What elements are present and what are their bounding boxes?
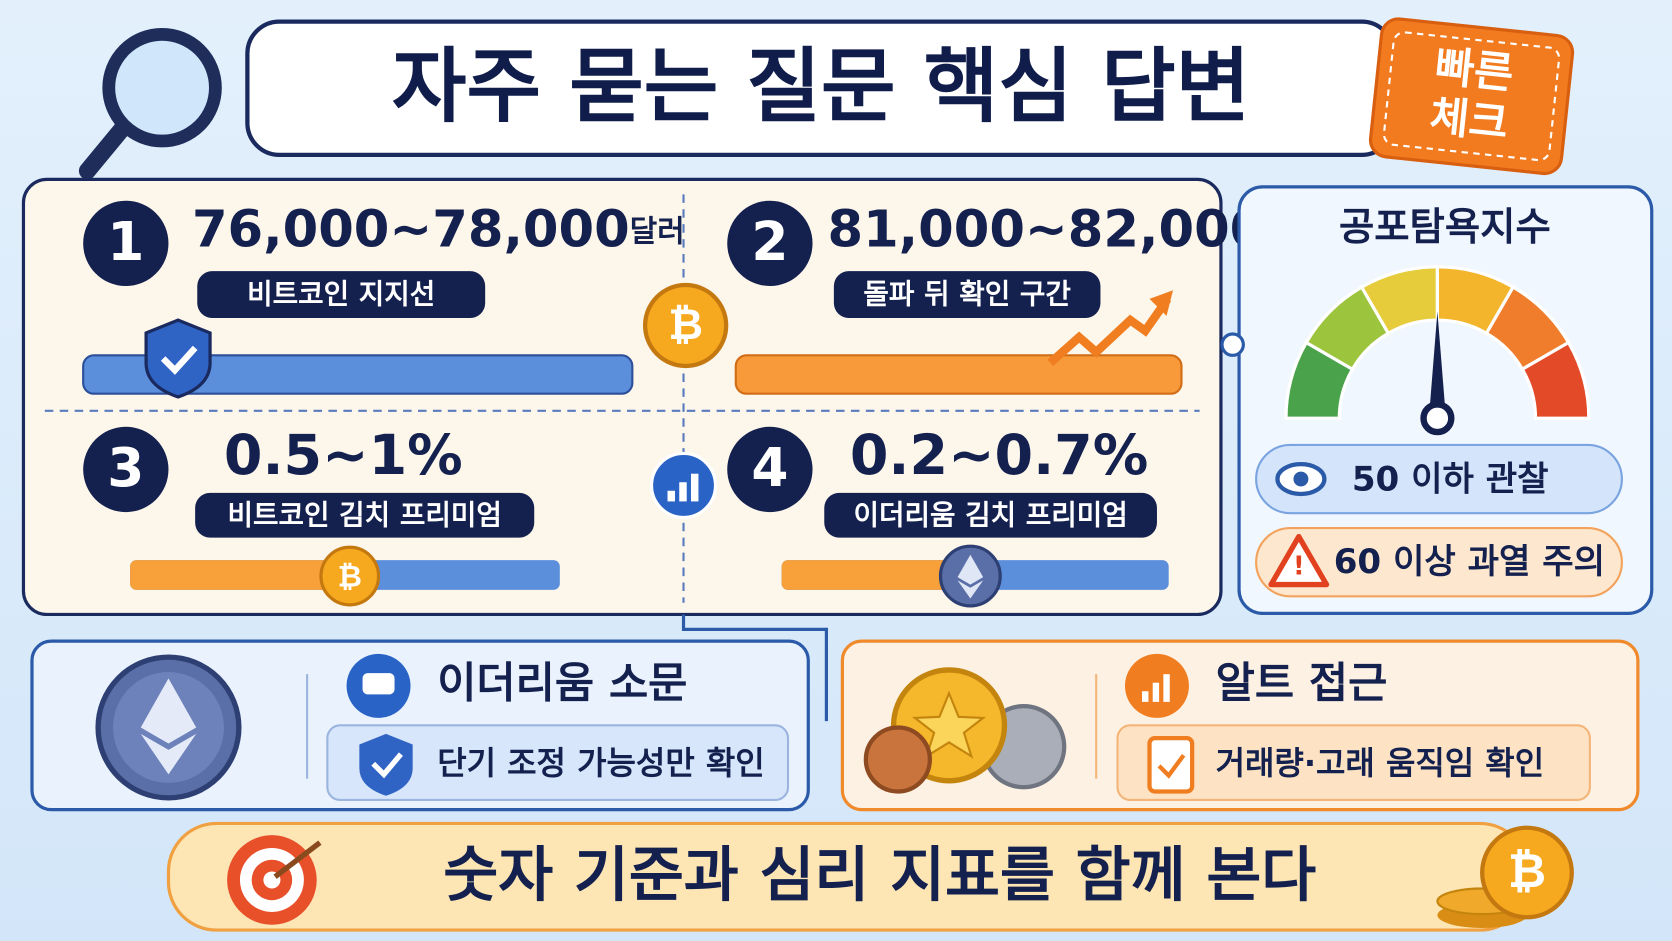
note-pill [1255, 527, 1623, 598]
clipboard-icon [1147, 736, 1195, 794]
chart-icon-bar [1152, 682, 1160, 702]
note-pill [1255, 443, 1623, 515]
eye-pupil [1293, 471, 1309, 487]
svg-text:₿: ₿ [1508, 844, 1546, 899]
unit: 달러 [630, 214, 685, 249]
number: 1 [107, 211, 144, 273]
note: 거래량·고래 움직임 확인 [1216, 744, 1545, 782]
magnifier [78, 27, 222, 180]
number-badge [727, 200, 813, 287]
coin-stack [863, 667, 1067, 794]
note-box [326, 724, 790, 802]
note: 단기 조정 가능성만 확인 [437, 744, 765, 782]
value: 76,000~78,000달러 [192, 200, 685, 260]
value: 0.5~1% [224, 424, 463, 488]
check-icon [1157, 753, 1186, 779]
note: 60 이상 과열 주의 [1334, 542, 1605, 582]
shield-icon [144, 318, 212, 399]
svg-text:₿: ₿ [668, 300, 703, 350]
bitcoin-coin: ₿ [642, 282, 729, 369]
bitcoin-coin: ₿ [319, 545, 381, 607]
chart-icon-bar [1163, 674, 1170, 702]
note: 50 이하 관찰 [1352, 460, 1549, 500]
number: 4 [751, 437, 788, 499]
number-badge [727, 426, 813, 513]
number: 3 [107, 437, 144, 499]
chart-icon-bar [1142, 691, 1149, 702]
value-text: 81,000~82,000 [827, 200, 1265, 260]
badge-line: 체크 [1427, 91, 1510, 149]
gauge-needle [1428, 311, 1446, 419]
label: 비트코인 지지선 [247, 278, 435, 311]
check-icon [371, 752, 403, 779]
panel-title: 이더리움 소문 [437, 658, 687, 708]
number-badge [83, 426, 169, 513]
level-bar [82, 354, 634, 395]
label-pill [197, 271, 486, 319]
connector-line [681, 614, 829, 722]
level-bar [734, 354, 1183, 395]
gauge-hub [1420, 401, 1455, 436]
label-pill [833, 271, 1101, 319]
value: 0.2~0.7% [850, 424, 1148, 488]
badge: 빠른 체크 [1368, 17, 1575, 176]
range-fill [130, 560, 352, 590]
badge-line: 빠른 [1433, 41, 1516, 99]
label-pill [195, 492, 535, 538]
ethereum-coin [95, 654, 242, 801]
label: 이더리움 김치 프리미엄 [853, 498, 1127, 531]
ethereum-coin [938, 544, 1002, 608]
gauge-segment [1520, 340, 1591, 420]
svg-text:₿: ₿ [338, 560, 362, 595]
chat-bubble [362, 673, 395, 695]
label-pill [824, 492, 1157, 538]
gauge-title: 공포탐욕지수 [1339, 205, 1551, 250]
number-badge [83, 200, 169, 287]
connector [1220, 332, 1245, 357]
panel-title: 알트 접근 [1216, 658, 1388, 708]
range-fill [781, 560, 971, 590]
bitcoin-coin-stack: ₿ [1436, 825, 1574, 928]
number: 2 [751, 211, 788, 273]
label: 돌파 뒤 확인 구간 [863, 278, 1071, 311]
value-text: 76,000~78,000 [192, 200, 630, 260]
footer-text: 숫자 기준과 심리 지표를 함께 본다 [443, 841, 1316, 910]
trend-arrow [1047, 296, 1172, 366]
target-icon [227, 835, 322, 925]
title: 자주 묻는 질문 핵심 답변 [392, 40, 1250, 134]
label: 비트코인 김치 프리미엄 [228, 498, 502, 531]
warning-mark: ! [1293, 552, 1305, 582]
arrow-head [1149, 290, 1173, 316]
note-box [1116, 724, 1591, 802]
shield-icon [359, 733, 413, 796]
gauge [1284, 265, 1591, 436]
warning-icon [1268, 533, 1330, 588]
check-icon [160, 345, 198, 375]
chart-icon [649, 451, 718, 520]
